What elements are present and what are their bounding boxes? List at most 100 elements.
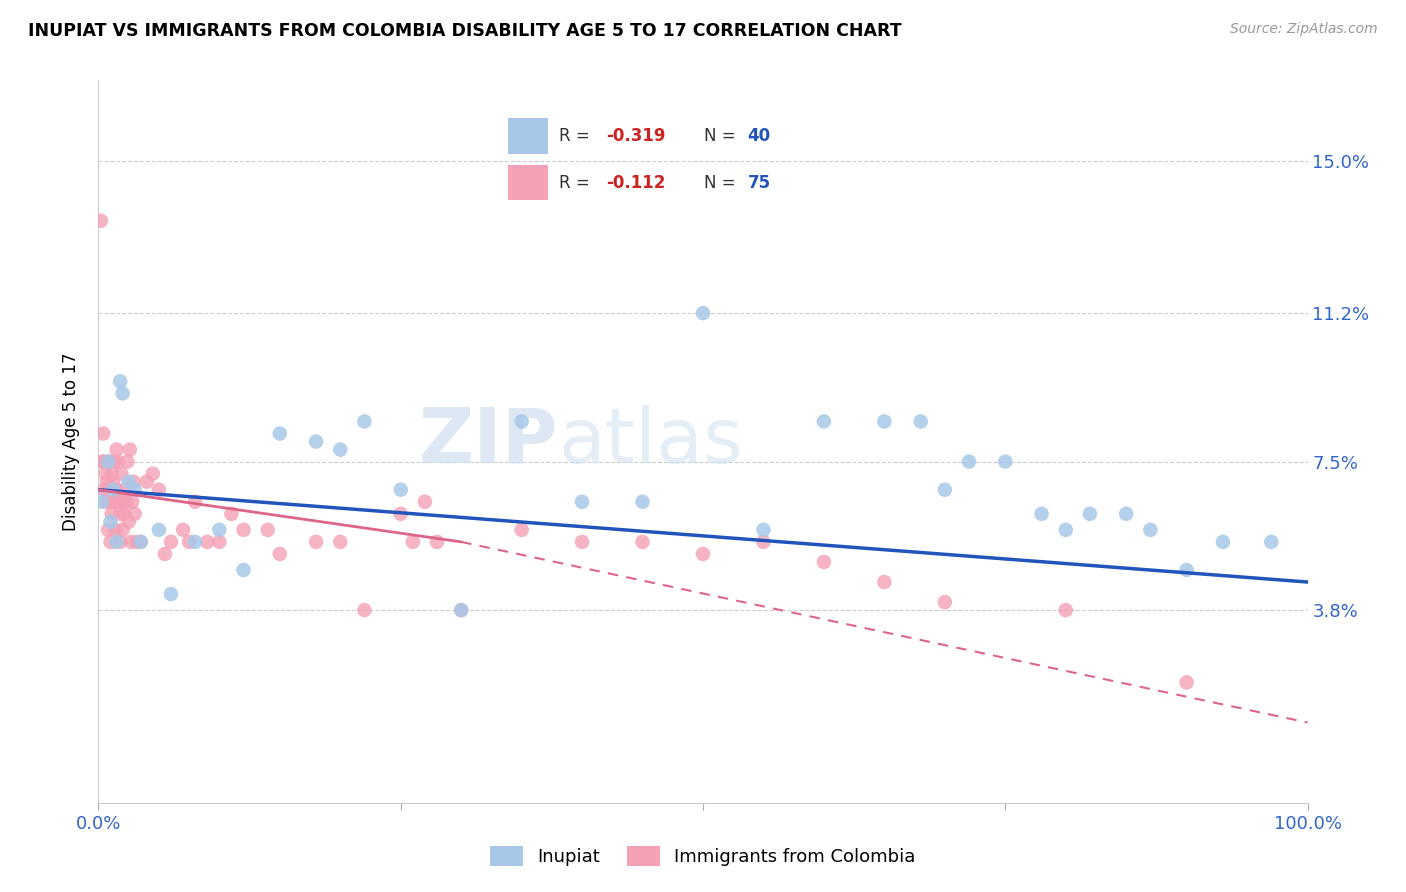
Point (98, 494, 121, 508)
Point (389, 507, 412, 521)
Point (450, 603, 472, 617)
Point (108, 534, 131, 549)
Point (232, 523, 254, 537)
Point (353, 414, 375, 429)
Point (160, 534, 183, 549)
Point (910, 414, 932, 429)
Point (107, 455, 129, 469)
Point (1139, 523, 1161, 537)
Point (100, 467, 122, 481)
Point (1031, 507, 1053, 521)
Point (91, 494, 114, 508)
Point (1175, 675, 1198, 690)
Point (153, 547, 176, 561)
Point (117, 455, 139, 469)
Point (100, 483, 122, 497)
Point (305, 534, 328, 549)
Point (105, 534, 128, 549)
Point (160, 587, 183, 601)
Point (1260, 534, 1282, 549)
Point (692, 306, 714, 320)
Point (97, 455, 120, 469)
Point (402, 534, 425, 549)
Text: Source: ZipAtlas.com: Source: ZipAtlas.com (1230, 22, 1378, 37)
Point (389, 483, 412, 497)
Point (208, 523, 231, 537)
Point (115, 494, 138, 508)
Point (105, 442, 128, 457)
Point (329, 442, 352, 457)
Point (127, 534, 149, 549)
Point (172, 523, 194, 537)
Point (124, 507, 146, 521)
Point (269, 547, 291, 561)
Point (256, 523, 278, 537)
Point (184, 534, 207, 549)
Point (813, 414, 835, 429)
Y-axis label: Disability Age 5 to 17: Disability Age 5 to 17 (62, 352, 80, 531)
Point (232, 563, 254, 577)
Point (104, 523, 127, 537)
Point (101, 483, 124, 497)
Point (101, 494, 124, 508)
Point (510, 523, 533, 537)
Point (1054, 523, 1077, 537)
Point (96, 494, 118, 508)
Point (1078, 507, 1101, 521)
Point (934, 595, 956, 609)
Point (957, 455, 980, 469)
Point (692, 547, 714, 561)
Point (184, 494, 207, 508)
Point (110, 467, 132, 481)
Point (96, 475, 118, 489)
Point (413, 494, 436, 508)
Point (118, 515, 141, 529)
Point (100, 534, 122, 549)
Point (122, 475, 145, 489)
Point (97, 483, 120, 497)
Point (114, 483, 136, 497)
Point (208, 534, 231, 549)
Point (873, 414, 896, 429)
Point (129, 534, 152, 549)
Point (329, 534, 352, 549)
Point (111, 523, 134, 537)
Point (179, 534, 201, 549)
Point (135, 475, 157, 489)
Point (118, 475, 141, 489)
Point (148, 483, 170, 497)
Point (994, 455, 1017, 469)
Legend: Inupiat, Immigrants from Colombia: Inupiat, Immigrants from Colombia (484, 838, 922, 873)
Point (129, 534, 152, 549)
Point (873, 575, 896, 590)
Point (91, 455, 114, 469)
Point (100, 507, 122, 521)
Point (93, 455, 115, 469)
Point (1175, 563, 1198, 577)
Point (510, 414, 533, 429)
Point (111, 494, 134, 508)
Point (112, 507, 135, 521)
Point (1212, 534, 1234, 549)
Point (108, 507, 131, 521)
Point (111, 386, 134, 401)
Point (1054, 603, 1077, 617)
Point (121, 494, 143, 508)
Point (195, 534, 218, 549)
Point (221, 507, 243, 521)
Point (103, 455, 125, 469)
Point (353, 603, 375, 617)
Point (571, 494, 593, 508)
Point (752, 523, 775, 537)
Text: atlas: atlas (558, 405, 742, 478)
Point (305, 434, 328, 449)
Point (90, 213, 112, 227)
Point (120, 534, 142, 549)
Point (101, 475, 124, 489)
Point (450, 603, 472, 617)
Point (105, 483, 128, 497)
Point (100, 515, 122, 529)
Point (142, 467, 165, 481)
Text: INUPIAT VS IMMIGRANTS FROM COLOMBIA DISABILITY AGE 5 TO 17 CORRELATION CHART: INUPIAT VS IMMIGRANTS FROM COLOMBIA DISA… (28, 22, 901, 40)
Text: ZIP: ZIP (419, 405, 558, 478)
